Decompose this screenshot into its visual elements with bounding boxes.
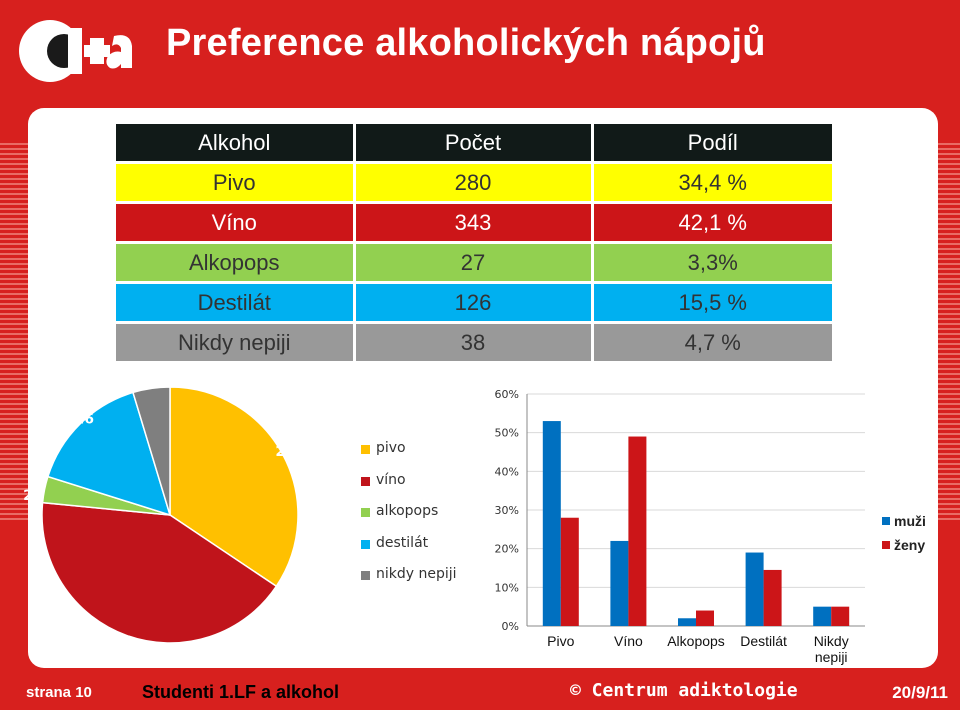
bar-zeny	[560, 517, 579, 626]
legend-item: víno	[361, 472, 457, 504]
table-cell: Pivo	[116, 162, 356, 204]
legend-item: alkopops	[361, 503, 457, 535]
table-cell: 27	[354, 242, 594, 284]
y-tick-label: 30%	[495, 504, 519, 517]
bar-chart: 0% 10% 20% 30% 40% 50% 60% Pivo Víno Alkopops Dest…	[495, 388, 865, 665]
bar-muzi	[542, 421, 561, 626]
table-cell: Destilát	[116, 282, 356, 324]
y-tick-label: 0%	[502, 620, 519, 633]
x-tick-label: nepiji	[815, 649, 848, 665]
pie-slice	[46, 391, 172, 517]
bar-muzi	[610, 540, 629, 626]
table-header-cell: Počet	[354, 124, 594, 164]
table-header-cell: Alkohol	[116, 124, 356, 164]
table-cell: 4,7 %	[592, 322, 832, 364]
bar-muzi	[813, 606, 832, 626]
page-number: strana 10	[26, 684, 92, 701]
table-cell: 126	[354, 282, 594, 324]
x-tick-label: Alkopops	[667, 633, 725, 649]
pie-data-label: 126	[65, 411, 94, 427]
table-cell: 38	[354, 322, 594, 364]
pie-data-label: 38	[140, 370, 159, 386]
footer-subtitle: Studenti 1.LF a alkohol	[142, 682, 340, 702]
table-row: Víno 343 42,1 %	[116, 202, 832, 244]
bar-zeny	[763, 569, 782, 626]
x-tick-label: Pivo	[547, 633, 574, 649]
footer-date: 20/9/11	[892, 683, 948, 702]
y-tick-label: 20%	[495, 543, 519, 556]
x-tick-label: Nikdy	[814, 633, 849, 649]
table-row: Alkopops 27 3,3%	[116, 242, 832, 284]
bar-zeny	[831, 606, 850, 626]
x-tick-label: Destilát	[740, 633, 787, 649]
legend-label: nikdy nepiji	[376, 566, 457, 582]
table-row: Nikdy nepiji 38 4,7 %	[116, 322, 832, 364]
table-cell: 15,5 %	[592, 282, 832, 324]
legend-swatch	[882, 517, 890, 525]
legend-swatch	[361, 476, 370, 486]
table-cell: 42,1 %	[592, 202, 832, 244]
legend-swatch	[361, 445, 370, 454]
y-tick-label: 10%	[495, 581, 519, 594]
table-cell: 280	[354, 162, 594, 204]
pie-data-label: 280	[275, 444, 304, 460]
pie-slice	[132, 386, 171, 516]
legend-item: muži	[882, 509, 926, 533]
pie-slice	[41, 501, 278, 644]
table-header-cell: Podíl	[592, 124, 832, 164]
y-tick-label: 60%	[495, 388, 519, 401]
pie-chart: 280 343 27 126 38	[23, 370, 305, 652]
legend-swatch	[361, 571, 370, 580]
legend-label: muži	[894, 513, 926, 529]
legend-label: víno	[376, 471, 406, 488]
table-header-row: Alkohol Počet Podíl	[116, 124, 832, 164]
legend-swatch	[361, 508, 370, 517]
pie-data-label: 343	[102, 636, 131, 652]
legend-label: alkopops	[376, 503, 439, 519]
x-tick-label: Víno	[614, 633, 643, 649]
legend-swatch	[361, 539, 370, 549]
legend-label: pivo	[376, 440, 406, 456]
bar-muzi	[678, 618, 696, 626]
pie-data-label: 27	[23, 488, 42, 504]
bar-legend: muži ženy	[882, 509, 926, 557]
preference-table: Alkohol Počet Podíl Pivo 280 34,4 % Víno…	[116, 124, 832, 364]
table-cell: Víno	[116, 202, 356, 244]
legend-item: destilát	[361, 535, 457, 567]
table-cell: 343	[354, 202, 594, 244]
bar-zeny	[628, 436, 647, 626]
logo-icon	[19, 20, 132, 82]
legend-item: nikdy nepiji	[361, 566, 457, 598]
table-cell: Alkopops	[116, 242, 356, 284]
pie-legend: pivo víno alkopops destilát nikdy nepiji	[361, 440, 457, 598]
page-title: Preference alkoholických nápojů	[166, 22, 766, 64]
pie-slice	[169, 386, 299, 588]
footer-brand: © Centrum adiktologie	[570, 680, 798, 701]
table-cell: 3,3%	[592, 242, 832, 284]
legend-item: ženy	[882, 533, 926, 557]
legend-swatch	[882, 541, 890, 549]
legend-label: ženy	[894, 537, 926, 553]
table-row: Destilát 126 15,5 %	[116, 282, 832, 324]
table-row: Pivo 280 34,4 %	[116, 162, 832, 204]
legend-item: pivo	[361, 440, 457, 472]
table-cell: Nikdy nepiji	[116, 322, 356, 364]
y-tick-label: 40%	[495, 465, 519, 478]
y-tick-label: 50%	[495, 427, 519, 440]
legend-label: destilát	[376, 534, 429, 551]
table-cell: 34,4 %	[592, 162, 832, 204]
bar-zeny	[696, 610, 714, 626]
bar-muzi	[745, 552, 764, 626]
